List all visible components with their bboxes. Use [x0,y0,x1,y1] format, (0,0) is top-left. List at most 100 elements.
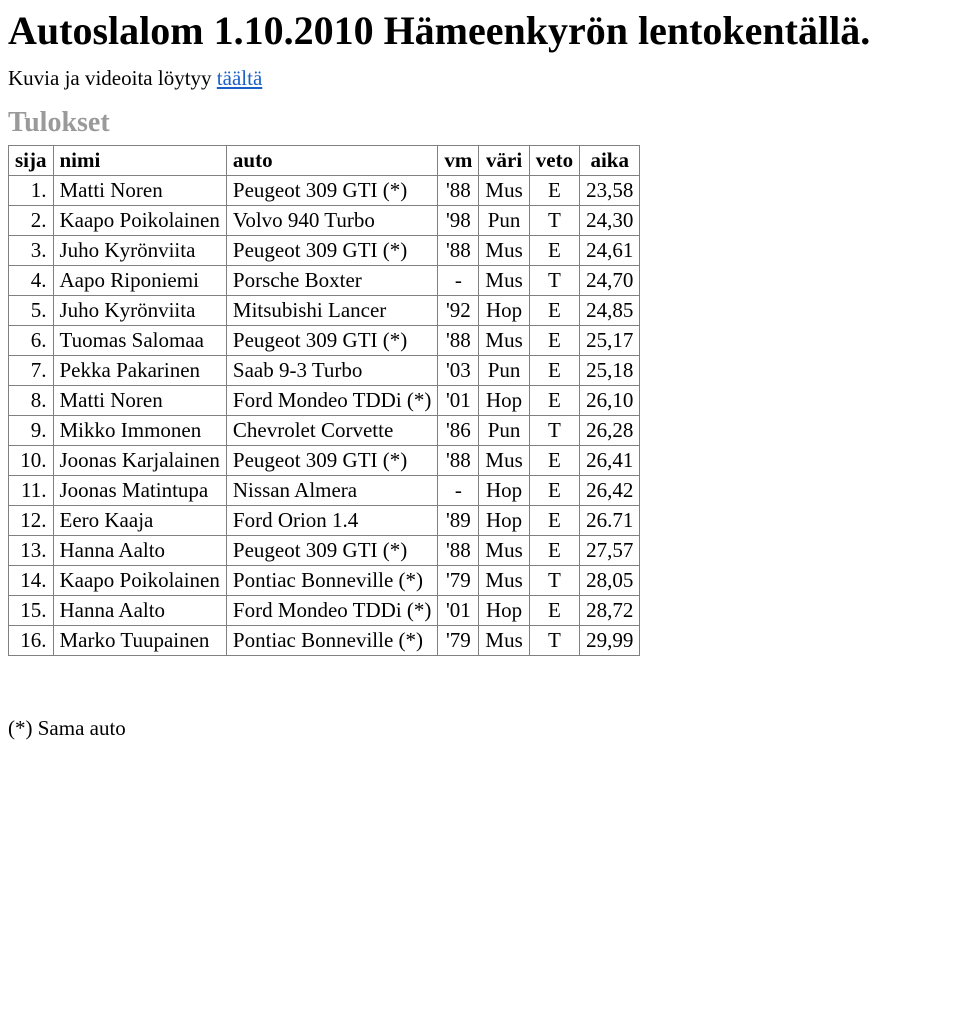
cell-veto: E [529,176,579,206]
cell-veto: E [529,236,579,266]
cell-nimi: Mikko Immonen [53,416,226,446]
cell-sija: 10. [9,446,54,476]
cell-auto: Ford Mondeo TDDi (*) [226,596,438,626]
table-row: 8.Matti NorenFord Mondeo TDDi (*)'01HopE… [9,386,640,416]
cell-sija: 12. [9,506,54,536]
table-row: 4.Aapo RiponiemiPorsche Boxter-MusT24,70 [9,266,640,296]
cell-vari: Hop [479,506,529,536]
table-row: 3.Juho KyrönviitaPeugeot 309 GTI (*)'88M… [9,236,640,266]
cell-vm: '79 [438,626,479,656]
table-row: 16.Marko TuupainenPontiac Bonneville (*)… [9,626,640,656]
cell-nimi: Marko Tuupainen [53,626,226,656]
cell-veto: T [529,566,579,596]
cell-auto: Ford Orion 1.4 [226,506,438,536]
col-veto: veto [529,146,579,176]
cell-veto: E [529,296,579,326]
page-title: Autoslalom 1.10.2010 Hämeenkyrön lentoke… [8,8,952,54]
cell-sija: 9. [9,416,54,446]
cell-nimi: Matti Noren [53,176,226,206]
intro-paragraph: Kuvia ja videoita löytyy täältä [8,66,952,91]
cell-veto: E [529,506,579,536]
cell-veto: T [529,206,579,236]
cell-vm: '98 [438,206,479,236]
cell-aika: 24,30 [580,206,640,236]
cell-vari: Hop [479,476,529,506]
cell-nimi: Juho Kyrönviita [53,296,226,326]
cell-nimi: Hanna Aalto [53,596,226,626]
cell-vari: Hop [479,386,529,416]
cell-vm: '88 [438,176,479,206]
cell-nimi: Aapo Riponiemi [53,266,226,296]
cell-veto: E [529,356,579,386]
cell-veto: T [529,266,579,296]
cell-aika: 28,05 [580,566,640,596]
table-row: 6.Tuomas SalomaaPeugeot 309 GTI (*)'88Mu… [9,326,640,356]
cell-auto: Peugeot 309 GTI (*) [226,446,438,476]
cell-veto: E [529,446,579,476]
cell-nimi: Tuomas Salomaa [53,326,226,356]
cell-aika: 24,70 [580,266,640,296]
cell-veto: T [529,626,579,656]
cell-sija: 16. [9,626,54,656]
cell-vm: '79 [438,566,479,596]
cell-sija: 7. [9,356,54,386]
table-row: 7.Pekka PakarinenSaab 9-3 Turbo'03PunE25… [9,356,640,386]
cell-vm: '88 [438,536,479,566]
cell-aika: 24,61 [580,236,640,266]
table-row: 2.Kaapo PoikolainenVolvo 940 Turbo'98Pun… [9,206,640,236]
cell-auto: Peugeot 309 GTI (*) [226,236,438,266]
cell-sija: 3. [9,236,54,266]
cell-aika: 27,57 [580,536,640,566]
cell-vm: '88 [438,236,479,266]
cell-auto: Nissan Almera [226,476,438,506]
media-link[interactable]: täältä [217,66,262,90]
cell-vm: '89 [438,506,479,536]
table-row: 15.Hanna AaltoFord Mondeo TDDi (*)'01Hop… [9,596,640,626]
cell-vm: '01 [438,596,479,626]
table-row: 14.Kaapo PoikolainenPontiac Bonneville (… [9,566,640,596]
cell-sija: 4. [9,266,54,296]
cell-auto: Mitsubishi Lancer [226,296,438,326]
cell-vm: '92 [438,296,479,326]
cell-auto: Pontiac Bonneville (*) [226,626,438,656]
cell-auto: Peugeot 309 GTI (*) [226,176,438,206]
cell-aika: 23,58 [580,176,640,206]
cell-aika: 26,42 [580,476,640,506]
cell-vari: Mus [479,626,529,656]
col-aika: aika [580,146,640,176]
cell-aika: 26,28 [580,416,640,446]
cell-vm: '03 [438,356,479,386]
cell-nimi: Kaapo Poikolainen [53,566,226,596]
cell-sija: 6. [9,326,54,356]
cell-aika: 25,18 [580,356,640,386]
cell-auto: Volvo 940 Turbo [226,206,438,236]
cell-sija: 2. [9,206,54,236]
cell-aika: 26.71 [580,506,640,536]
table-row: 9.Mikko ImmonenChevrolet Corvette'86PunT… [9,416,640,446]
cell-vm: '86 [438,416,479,446]
cell-vari: Pun [479,356,529,386]
cell-nimi: Pekka Pakarinen [53,356,226,386]
cell-auto: Peugeot 309 GTI (*) [226,326,438,356]
cell-sija: 5. [9,296,54,326]
cell-sija: 14. [9,566,54,596]
cell-auto: Chevrolet Corvette [226,416,438,446]
intro-text: Kuvia ja videoita löytyy [8,66,217,90]
cell-veto: T [529,416,579,446]
cell-nimi: Matti Noren [53,386,226,416]
cell-vari: Pun [479,206,529,236]
cell-aika: 25,17 [580,326,640,356]
cell-nimi: Joonas Matintupa [53,476,226,506]
cell-vari: Mus [479,566,529,596]
cell-aika: 26,41 [580,446,640,476]
cell-vm: '88 [438,446,479,476]
col-sija: sija [9,146,54,176]
cell-vari: Pun [479,416,529,446]
cell-vm: '01 [438,386,479,416]
table-row: 11.Joonas MatintupaNissan Almera-HopE26,… [9,476,640,506]
cell-nimi: Juho Kyrönviita [53,236,226,266]
cell-veto: E [529,536,579,566]
cell-vari: Hop [479,296,529,326]
cell-aika: 29,99 [580,626,640,656]
cell-vm: '88 [438,326,479,356]
